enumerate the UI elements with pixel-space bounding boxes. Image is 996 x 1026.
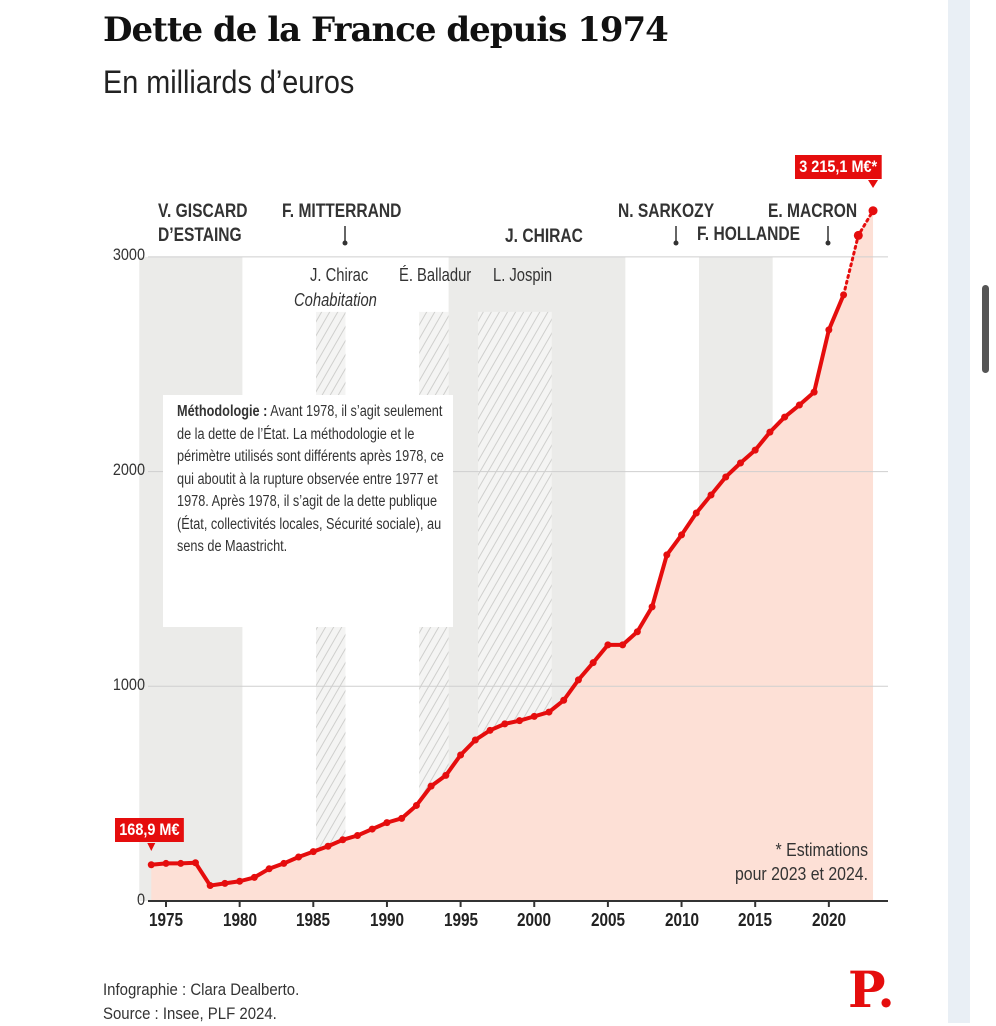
x-tick-label: 2010 — [664, 910, 699, 930]
data-point — [280, 859, 288, 867]
x-tick-label: 2015 — [738, 910, 773, 930]
data-point — [589, 659, 597, 667]
start-arrow-dot-sarkozy — [673, 240, 679, 246]
x-tick-label: 2000 — [517, 910, 552, 930]
x-tick-label: 1995 — [443, 910, 478, 930]
data-point — [678, 531, 686, 539]
data-point — [736, 459, 744, 467]
start-arrow-dot-macron — [825, 240, 831, 246]
data-point — [442, 771, 450, 779]
data-point — [633, 628, 641, 636]
data-point — [663, 551, 671, 559]
data-point — [751, 446, 759, 454]
data-point — [810, 388, 818, 396]
window-edge — [948, 0, 970, 1023]
start-label-pointer — [147, 843, 156, 851]
cohabitation-pm-balladur: É. Balladur — [399, 265, 472, 285]
x-tick-label: 1975 — [148, 910, 184, 930]
data-point — [604, 641, 612, 649]
y-tick-label: 3000 — [112, 245, 145, 264]
cohabitation-pm-chirac: J. Chirac — [310, 265, 369, 285]
data-point — [309, 848, 317, 856]
data-point — [781, 413, 789, 421]
debt-area — [151, 210, 874, 902]
data-point — [412, 801, 420, 809]
footer-credits: Infographie : Clara Dealberto. Source : I… — [103, 980, 300, 1023]
methodology-box: Méthodologie : Avant 1978, il s’agit seu… — [163, 395, 453, 627]
data-point — [162, 859, 170, 867]
x-tick-label: 2020 — [811, 910, 846, 930]
data-point — [722, 473, 730, 481]
methodology-heading: Méthodologie : — [177, 403, 268, 420]
president-label-sarkozy: N. SARKOZY — [618, 201, 715, 222]
chart-title: Dette de la France depuis 1974 — [103, 10, 669, 50]
data-point — [206, 882, 214, 890]
president-label-chirac: J. CHIRAC — [505, 226, 583, 247]
data-point — [368, 825, 376, 833]
data-point — [766, 428, 774, 436]
x-tick-label: 1985 — [296, 910, 331, 930]
data-point — [545, 708, 553, 716]
data-point — [471, 736, 479, 744]
data-point — [427, 782, 435, 790]
data-point — [250, 873, 258, 881]
data-point — [707, 491, 715, 499]
data-point — [574, 676, 582, 684]
data-point — [191, 859, 199, 867]
president-label-macron: E. MACRON — [768, 201, 858, 222]
data-point — [825, 326, 833, 334]
data-point — [147, 861, 155, 869]
cohabitation-label: Cohabitation — [294, 290, 377, 310]
x-tick-label: 1980 — [222, 910, 257, 930]
data-point — [398, 814, 406, 822]
x-tick-label: 2005 — [590, 910, 625, 930]
data-point — [501, 720, 509, 728]
publisher-logo: P. — [848, 960, 895, 1019]
data-point — [486, 726, 494, 734]
data-point — [530, 712, 538, 720]
data-point — [853, 230, 863, 240]
data-point — [648, 603, 656, 611]
data-point — [177, 859, 185, 867]
data-point — [353, 832, 361, 840]
data-point — [324, 842, 332, 850]
data-point — [868, 206, 878, 216]
methodology-text: Avant 1978, il s’agit seulement de la de… — [177, 403, 444, 555]
president-label-hollande: F. HOLLANDE — [697, 224, 800, 245]
data-point — [795, 401, 803, 409]
y-tick-label: 0 — [136, 890, 145, 909]
y-tick-label: 2000 — [112, 460, 145, 479]
data-point — [457, 751, 465, 759]
president-label-giscard: V. GISCARD D’ESTAING — [158, 201, 248, 246]
data-point — [339, 836, 347, 844]
data-point — [295, 853, 303, 861]
data-point — [265, 865, 273, 873]
end-value-label: 3 215,1 M€* — [795, 155, 882, 179]
data-point — [619, 641, 627, 649]
data-point — [692, 509, 700, 517]
data-point — [840, 291, 848, 299]
data-point — [383, 819, 391, 827]
data-point — [236, 877, 244, 885]
data-point — [221, 879, 229, 887]
chart-subtitle: En milliards d’euros — [103, 64, 355, 100]
start-value-label: 168,9 M€ — [115, 818, 184, 842]
cohabitation-pm-jospin: L. Jospin — [493, 265, 553, 285]
start-arrow-dot-mitterrand — [342, 240, 348, 246]
x-tick-label: 1990 — [369, 910, 404, 930]
end-label-pointer — [868, 180, 879, 188]
data-point — [560, 696, 568, 704]
data-point — [516, 717, 524, 725]
estimate-note: * Estimations pour 2023 et 2024. — [734, 840, 868, 884]
president-label-mitterrand: F. MITTERRAND — [282, 201, 402, 222]
scrollbar[interactable] — [982, 285, 989, 373]
y-tick-label: 1000 — [112, 675, 145, 694]
